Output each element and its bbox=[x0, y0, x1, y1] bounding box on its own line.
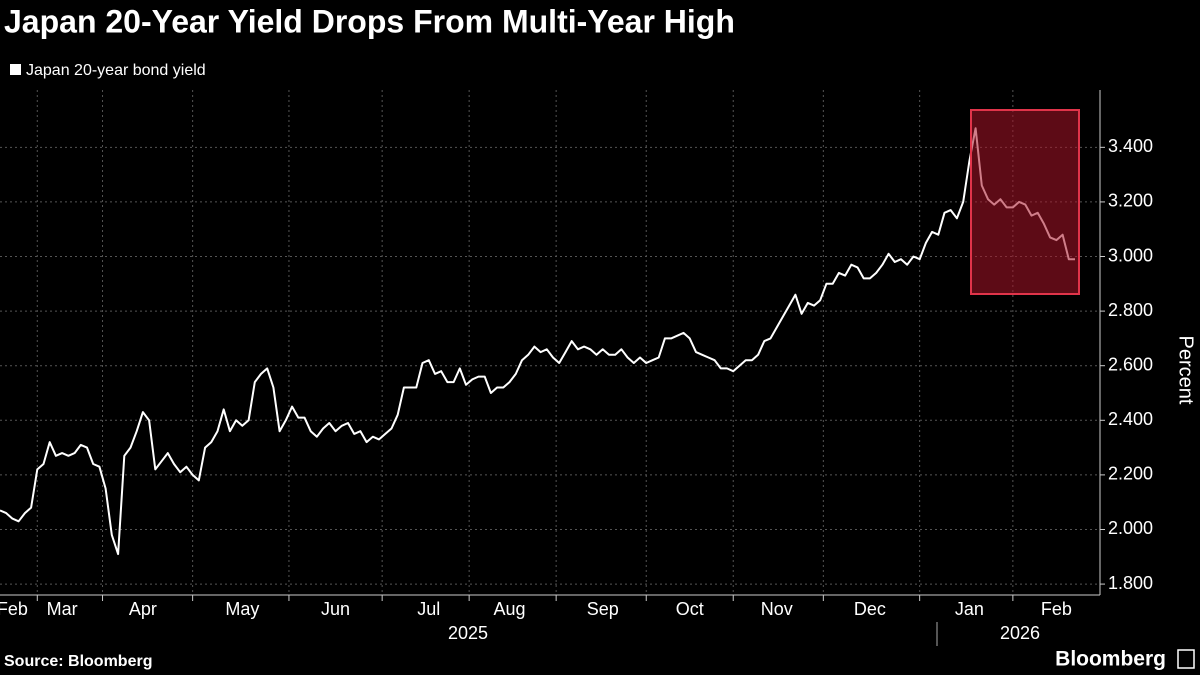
x-tick-label: Dec bbox=[854, 599, 886, 619]
brand: Bloomberg bbox=[1055, 648, 1166, 671]
y-tick-label: 2.600 bbox=[1108, 354, 1153, 374]
y-tick-label: 3.000 bbox=[1108, 245, 1153, 265]
y-tick-label: 3.400 bbox=[1108, 136, 1153, 156]
x-tick-label: Aug bbox=[494, 599, 526, 619]
source: Source: Bloomberg bbox=[4, 653, 152, 670]
x-tick-label: Nov bbox=[761, 599, 793, 619]
x-tick-label: Jan bbox=[955, 599, 984, 619]
year-label: 2025 bbox=[448, 623, 488, 643]
y-tick-label: 3.200 bbox=[1108, 191, 1153, 211]
y-tick-label: 1.800 bbox=[1108, 573, 1153, 593]
line-series bbox=[0, 127, 1075, 556]
y-axis-label: Percent bbox=[1175, 336, 1197, 405]
x-tick-label: Jun bbox=[321, 599, 350, 619]
y-tick-label: 2.400 bbox=[1108, 409, 1153, 429]
y-tick-label: 2.800 bbox=[1108, 300, 1153, 320]
chart-title: Japan 20-Year Yield Drops From Multi-Yea… bbox=[4, 3, 735, 39]
x-tick-label: Mar bbox=[47, 599, 78, 619]
x-tick-label: May bbox=[225, 599, 259, 619]
x-tick-label: Apr bbox=[129, 599, 157, 619]
legend-swatch bbox=[10, 64, 21, 75]
highlight-box bbox=[970, 109, 1080, 295]
y-tick-label: 2.200 bbox=[1108, 464, 1153, 484]
grid bbox=[0, 90, 1100, 595]
x-tick-label: Feb bbox=[0, 599, 28, 619]
brand-icon bbox=[1177, 649, 1195, 669]
x-tick-label: Oct bbox=[676, 599, 704, 619]
x-tick-label: Sep bbox=[587, 599, 619, 619]
year-label: 2026 bbox=[1000, 623, 1040, 643]
x-tick-label: Jul bbox=[417, 599, 440, 619]
x-tick-label: Feb bbox=[1041, 599, 1072, 619]
y-tick-label: 2.000 bbox=[1108, 518, 1153, 538]
plot bbox=[0, 127, 1075, 556]
legend-label: Japan 20-year bond yield bbox=[26, 62, 206, 79]
